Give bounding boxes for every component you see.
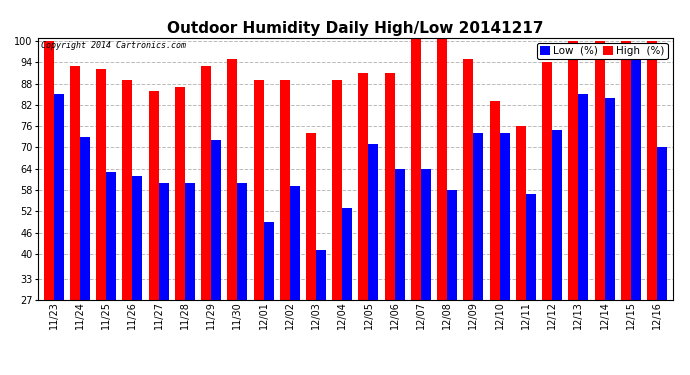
Bar (333, 80, 342, 300)
Bar (96, 69, 106, 300)
Bar (316, 251, 326, 300)
Bar (516, 126, 526, 300)
Bar (473, 133, 484, 300)
Title: Outdoor Humidity Daily High/Low 20141217: Outdoor Humidity Daily High/Low 20141217 (167, 21, 544, 36)
Bar (595, 41, 604, 300)
Bar (148, 91, 159, 300)
Bar (411, 38, 421, 300)
Text: Copyright 2014 Cartronics.com: Copyright 2014 Cartronics.com (41, 42, 186, 51)
Legend: Low  (%), High  (%): Low (%), High (%) (537, 43, 667, 59)
Bar (604, 98, 615, 300)
Bar (280, 80, 290, 300)
Bar (359, 73, 368, 300)
Bar (578, 94, 589, 300)
Bar (159, 183, 168, 300)
Bar (395, 169, 404, 300)
Bar (552, 130, 562, 300)
Bar (264, 222, 273, 300)
Bar (106, 172, 116, 300)
Bar (306, 133, 316, 300)
Bar (490, 101, 500, 300)
Bar (175, 87, 185, 300)
Bar (621, 41, 631, 300)
Bar (437, 38, 447, 300)
Bar (500, 133, 510, 300)
Bar (237, 183, 247, 300)
Bar (201, 66, 211, 300)
Bar (70, 66, 80, 300)
Bar (447, 190, 457, 300)
Bar (54, 94, 63, 300)
Bar (464, 59, 473, 300)
Bar (43, 41, 54, 300)
Bar (227, 59, 237, 300)
Bar (631, 52, 641, 300)
Bar (421, 169, 431, 300)
Bar (542, 62, 552, 300)
Bar (385, 73, 395, 300)
Bar (132, 176, 142, 300)
Bar (80, 137, 90, 300)
Bar (569, 41, 578, 300)
Bar (211, 140, 221, 300)
Bar (122, 80, 132, 300)
Bar (657, 147, 667, 300)
Bar (185, 183, 195, 300)
Bar (526, 194, 536, 300)
Bar (647, 41, 657, 300)
Bar (368, 144, 378, 300)
Bar (342, 208, 352, 300)
Bar (253, 80, 264, 300)
Bar (290, 186, 299, 300)
